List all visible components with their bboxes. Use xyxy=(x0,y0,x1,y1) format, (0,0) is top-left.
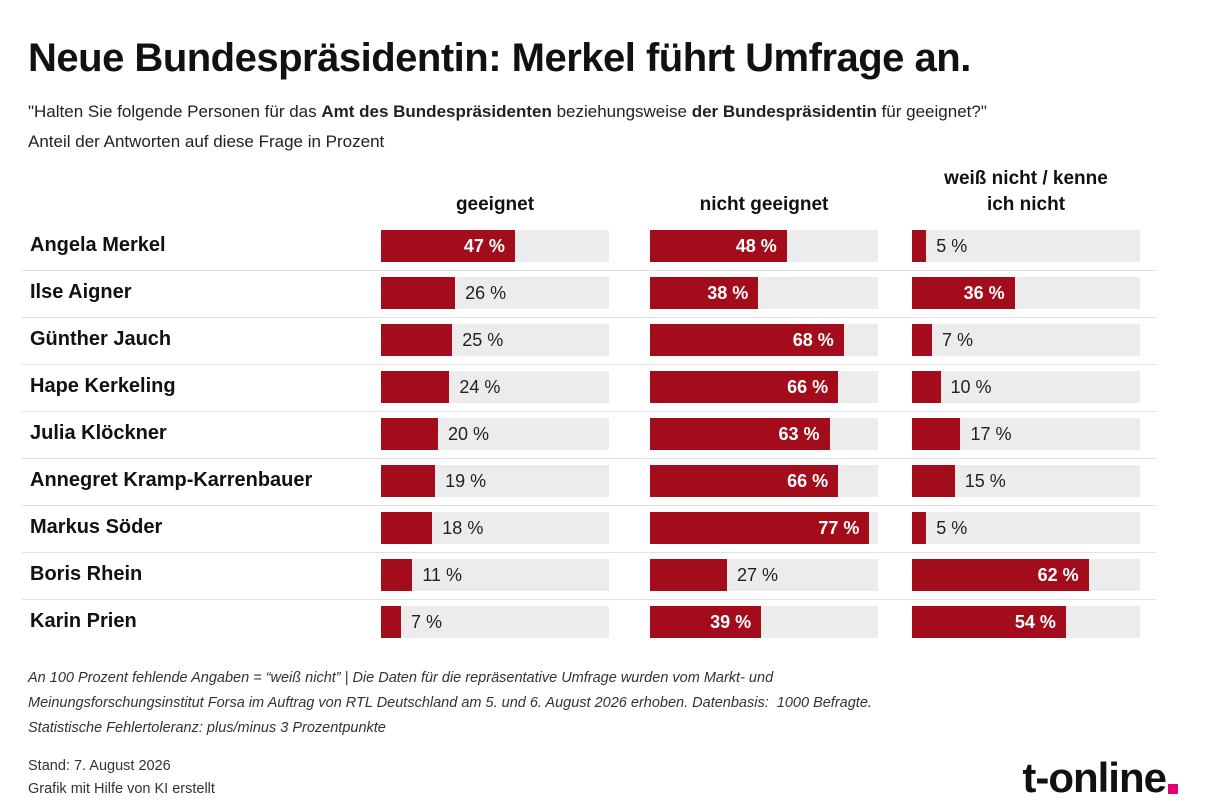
bar-track xyxy=(912,512,1140,544)
value-label: 5 % xyxy=(936,236,968,256)
subtitle: "Halten Sie folgende Personen für das Am… xyxy=(28,102,987,122)
value-label: 66 % xyxy=(787,377,829,397)
category-label: Ilse Aigner xyxy=(30,281,132,303)
value-label: 10 % xyxy=(950,377,992,397)
bar xyxy=(650,277,759,309)
bar xyxy=(381,418,438,450)
subtitle: Anteil der Antworten auf diese Frage in … xyxy=(28,132,385,151)
value-label: 77 % xyxy=(818,518,860,538)
value-label: 63 % xyxy=(778,424,820,444)
bar xyxy=(912,371,941,403)
value-label: 47 % xyxy=(463,236,505,256)
category-label: Julia Klöckner xyxy=(30,422,167,444)
bar xyxy=(912,465,955,497)
value-label: 17 % xyxy=(970,424,1012,444)
row-separator xyxy=(22,505,1156,506)
bar xyxy=(381,230,515,262)
category-label: Annegret Kramp-Karrenbauer xyxy=(30,469,313,491)
subtitle-part: der Bundespräsidentin xyxy=(691,102,877,121)
value-label: 36 % xyxy=(963,283,1005,303)
footnote: An 100 Prozent fehlende Angaben = “weiß … xyxy=(28,670,774,686)
value-label: 25 % xyxy=(462,330,504,350)
subtitle-part: Amt des Bundespräsidenten xyxy=(321,102,552,121)
value-label: 5 % xyxy=(936,518,968,538)
value-label: 19 % xyxy=(445,471,487,491)
value-label: 27 % xyxy=(736,565,778,585)
value-label: 7 % xyxy=(941,330,973,350)
bar-track xyxy=(381,559,609,591)
bar xyxy=(381,371,450,403)
row-separator xyxy=(22,317,1156,318)
bar xyxy=(912,324,932,356)
row-separator xyxy=(22,458,1156,459)
bar-track xyxy=(381,606,609,638)
bar xyxy=(912,559,1089,591)
value-label: 66 % xyxy=(787,471,829,491)
bar-track xyxy=(912,371,1140,403)
bar xyxy=(650,465,839,497)
category-label: Günther Jauch xyxy=(30,328,172,350)
subtitle-part: beziehungsweise xyxy=(551,102,692,121)
value-label: 18 % xyxy=(442,518,484,538)
value-label: 54 % xyxy=(1014,612,1056,632)
bar xyxy=(381,465,436,497)
row-separator xyxy=(22,552,1156,553)
bar xyxy=(912,606,1066,638)
column-header: nicht geeignet xyxy=(699,194,829,215)
bar xyxy=(381,512,433,544)
bar xyxy=(381,277,456,309)
logo-dot xyxy=(1168,784,1178,794)
value-label: 15 % xyxy=(964,471,1006,491)
column-header: geeignet xyxy=(455,194,535,215)
subtitle-part: für geeignet?" xyxy=(876,102,987,121)
stand: Stand: 7. August 2026 xyxy=(28,758,171,774)
row-separator xyxy=(22,270,1156,271)
logo: t-online xyxy=(1022,754,1167,801)
bar xyxy=(650,324,844,356)
value-label: 62 % xyxy=(1037,565,1079,585)
footnote: Meinungsforschungsinstitut Forsa im Auft… xyxy=(28,695,872,711)
row-separator xyxy=(22,599,1156,600)
bar xyxy=(650,606,762,638)
value-label: 68 % xyxy=(792,330,834,350)
value-label: 7 % xyxy=(410,612,442,632)
category-label: Boris Rhein xyxy=(30,563,143,585)
subtitle-part: "Halten Sie folgende Personen für das xyxy=(28,102,322,121)
value-label: 39 % xyxy=(710,612,752,632)
bar xyxy=(381,559,413,591)
bar xyxy=(912,418,961,450)
bar xyxy=(650,559,727,591)
value-label: 48 % xyxy=(735,236,777,256)
category-label: Markus Söder xyxy=(30,516,163,538)
value-label: 38 % xyxy=(707,283,749,303)
chart-title: Neue Bundespräsidentin: Merkel führt Umf… xyxy=(28,36,971,80)
credit: Grafik mit Hilfe von KI erstellt xyxy=(28,781,215,797)
bar-track xyxy=(912,230,1140,262)
category-label: Angela Merkel xyxy=(30,234,166,256)
bar xyxy=(912,512,927,544)
bar xyxy=(912,230,927,262)
bar xyxy=(650,230,787,262)
category-label: Hape Kerkeling xyxy=(30,375,176,397)
value-label: 24 % xyxy=(459,377,501,397)
value-label: 11 % xyxy=(422,565,463,585)
row-separator xyxy=(22,411,1156,412)
row-separator xyxy=(22,364,1156,365)
bar xyxy=(650,512,870,544)
bar xyxy=(912,277,1015,309)
value-label: 26 % xyxy=(465,283,507,303)
bar-track xyxy=(912,324,1140,356)
bar xyxy=(650,418,830,450)
bar xyxy=(650,371,839,403)
bar xyxy=(381,324,453,356)
footnote: Statistische Fehlertoleranz: plus/minus … xyxy=(28,720,386,736)
column-header: weiß nicht / kenne ich nicht xyxy=(944,168,1108,215)
category-label: Karin Prien xyxy=(30,610,137,632)
bar xyxy=(381,606,401,638)
value-label: 20 % xyxy=(448,424,490,444)
